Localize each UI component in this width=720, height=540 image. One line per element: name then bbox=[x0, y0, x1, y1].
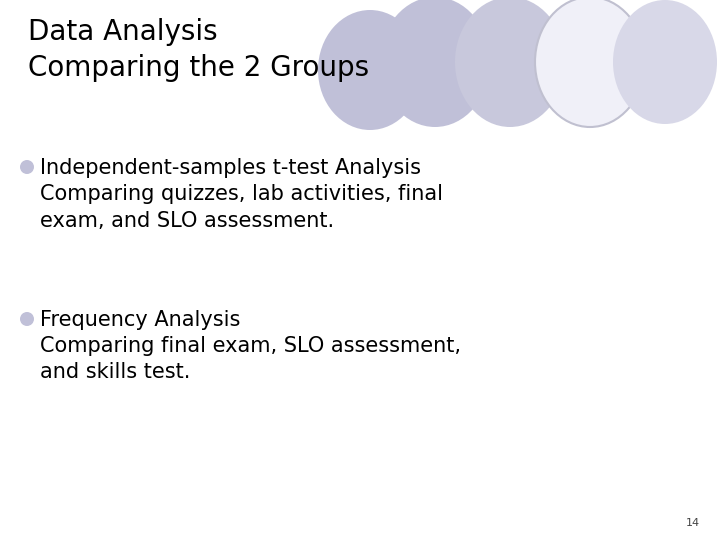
Ellipse shape bbox=[455, 0, 565, 127]
Circle shape bbox=[20, 160, 34, 174]
Ellipse shape bbox=[535, 0, 645, 127]
Ellipse shape bbox=[318, 10, 422, 130]
Text: 14: 14 bbox=[686, 518, 700, 528]
Ellipse shape bbox=[380, 0, 490, 127]
Circle shape bbox=[20, 312, 34, 326]
Text: Frequency Analysis: Frequency Analysis bbox=[40, 310, 240, 330]
Text: Independent-samples t-test Analysis
Comparing quizzes, lab activities, final
exa: Independent-samples t-test Analysis Comp… bbox=[40, 158, 443, 231]
Text: Comparing final exam, SLO assessment,
and skills test.: Comparing final exam, SLO assessment, an… bbox=[40, 336, 461, 382]
Ellipse shape bbox=[613, 0, 717, 124]
Text: Data Analysis
Comparing the 2 Groups: Data Analysis Comparing the 2 Groups bbox=[28, 18, 369, 82]
